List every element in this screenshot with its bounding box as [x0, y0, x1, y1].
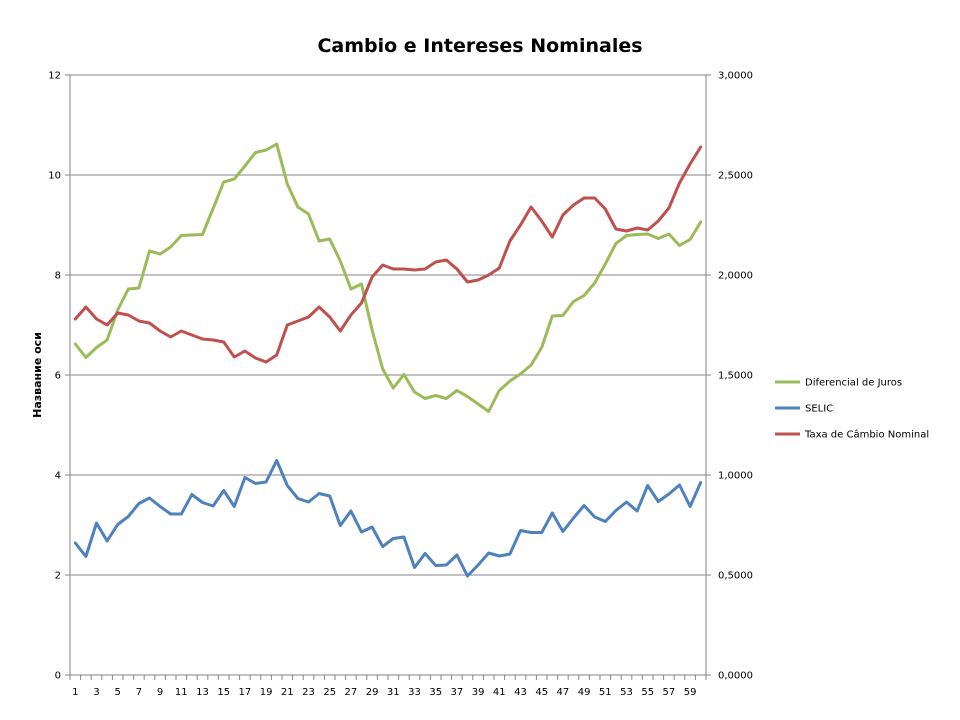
gridlines: [70, 74, 706, 676]
x-tick-label: 13: [196, 687, 209, 698]
left-tick-label: 6: [55, 371, 61, 382]
x-tick-label: 39: [472, 687, 485, 698]
left-tick-label: 0: [55, 671, 61, 682]
x-tick-label: 3: [93, 687, 99, 698]
x-tick-label: 51: [599, 687, 612, 698]
left-axis-ticks: 0 2 4 6 8 10 12: [48, 71, 61, 682]
right-tick-label: 2,0000: [718, 271, 753, 282]
axes: [65, 74, 711, 680]
x-tick-label: 45: [535, 687, 548, 698]
x-tick-label: 59: [684, 687, 697, 698]
x-tick-label: 7: [136, 687, 142, 698]
x-tick-label: 1: [72, 687, 78, 698]
left-tick-label: 8: [55, 271, 61, 282]
series-line-diferencial-de-juros: [73, 142, 703, 413]
x-tick-label: 35: [429, 687, 442, 698]
x-tick-label: 49: [578, 687, 591, 698]
x-tick-label: 47: [557, 687, 570, 698]
x-tick-label: 33: [408, 687, 421, 698]
x-tick-label: 11: [175, 687, 188, 698]
x-tick-label: 25: [323, 687, 336, 698]
x-tick-label: 29: [366, 687, 379, 698]
x-tick-label: 57: [663, 687, 676, 698]
legend-label: SELIC: [805, 404, 833, 415]
legend-label: Taxa de Câmbio Nominal: [804, 429, 929, 441]
series-line-taxa-de-cambio-nominal: [73, 145, 703, 364]
left-tick-label: 4: [55, 471, 61, 482]
x-tick-label: 43: [514, 687, 527, 698]
left-tick-label: 2: [55, 571, 61, 582]
x-tick-label: 41: [493, 687, 506, 698]
x-tick-label: 19: [260, 687, 273, 698]
legend: Diferencial de Juros SELIC Taxa de Câmbio …: [775, 378, 929, 441]
right-tick-label: 1,0000: [718, 471, 753, 482]
right-tick-label: 1,5000: [718, 371, 753, 382]
x-axis-ticks: 1 3 5 7 9 11 13 15 17 19 21 23 25 27 29 31 33 35 37 39 41 43 4…: [72, 687, 696, 698]
right-tick-label: 3,0000: [718, 71, 753, 82]
x-tick-label: 55: [641, 687, 654, 698]
x-tick-label: 53: [620, 687, 633, 698]
y-axis-title: Название оси: [31, 332, 44, 418]
x-tick-label: 21: [281, 687, 294, 698]
x-tick-label: 9: [157, 687, 163, 698]
x-tick-label: 17: [239, 687, 252, 698]
x-tick-label: 23: [302, 687, 315, 698]
legend-label: Diferencial de Juros: [805, 378, 902, 389]
x-tick-label: 27: [345, 687, 358, 698]
right-tick-label: 0,0000: [718, 671, 753, 682]
series-line-selic: [73, 459, 703, 578]
x-tick-label: 15: [217, 687, 230, 698]
x-tick-label: 37: [451, 687, 464, 698]
right-tick-label: 0,5000: [718, 571, 753, 582]
x-tick-label: 31: [387, 687, 400, 698]
left-tick-label: 12: [48, 71, 61, 82]
right-axis-ticks: 0,0000 0,5000 1,0000 1,5000 2,0000 2,5000 3,00…: [718, 71, 753, 682]
x-tick-label: 5: [115, 687, 121, 698]
chart-title: Cambio e Intereses Nominales: [317, 35, 642, 57]
series-lines: [73, 142, 703, 578]
left-tick-label: 10: [48, 171, 61, 182]
right-tick-label: 2,5000: [718, 171, 753, 182]
